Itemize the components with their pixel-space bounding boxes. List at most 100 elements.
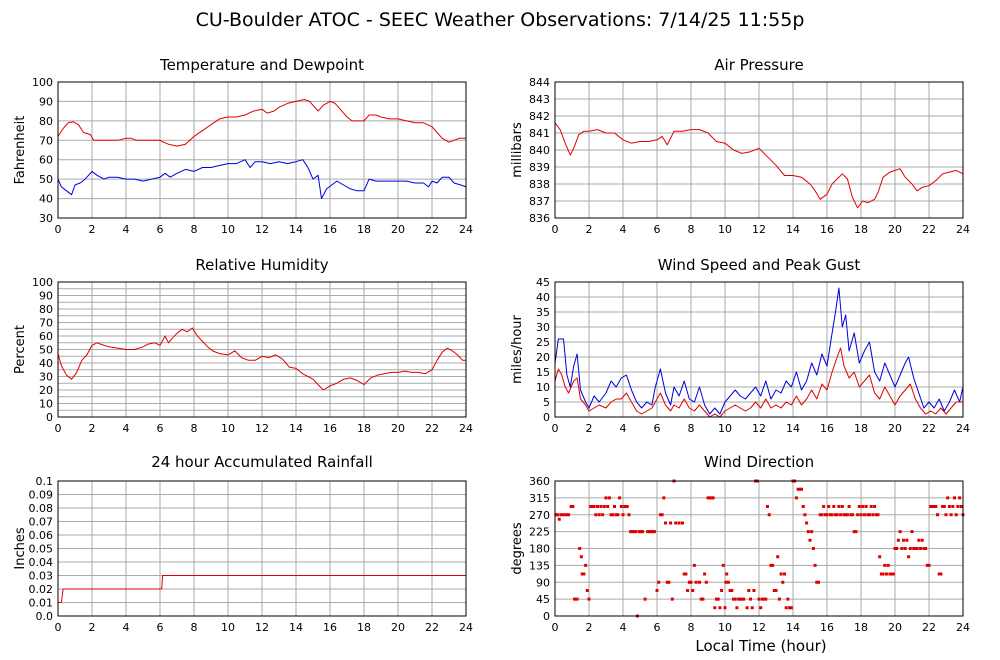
x-tick-label: 8: [688, 422, 695, 435]
direction-point: [723, 606, 727, 610]
y-tick-label: 70: [39, 134, 53, 147]
direction-point: [915, 547, 919, 550]
x-tick-label: 0: [55, 422, 62, 435]
y-tick-label: 80: [39, 115, 53, 128]
y-axis-label: Inches: [13, 527, 28, 569]
y-tick-label: 0: [46, 411, 53, 424]
x-tick-label: 10: [221, 223, 235, 236]
y-tick-label: 837: [529, 195, 550, 208]
y-tick-label: 30: [536, 321, 550, 334]
direction-point: [759, 606, 763, 610]
x-tick-label: 22: [922, 422, 936, 435]
direction-point: [885, 572, 888, 576]
direction-point: [554, 513, 558, 517]
direction-point: [883, 563, 887, 567]
direction-point: [922, 547, 926, 550]
x-tick-label: 0: [55, 223, 62, 236]
direction-point: [649, 530, 653, 534]
y-tick-label: 0.04: [29, 556, 54, 569]
direction-point: [720, 589, 724, 592]
direction-point: [942, 505, 946, 508]
x-tick-label: 4: [620, 621, 627, 634]
chart-title: Wind Speed and Peak Gust: [658, 256, 861, 274]
direction-point: [725, 572, 729, 576]
y-tick-label: 30: [39, 371, 53, 384]
x-tick-label: 12: [752, 621, 766, 634]
direction-point: [893, 547, 897, 550]
direction-point: [752, 589, 756, 592]
x-tick-label: 18: [854, 422, 868, 435]
direction-point: [941, 505, 945, 508]
blue-series-line: [554, 287, 964, 415]
direction-point: [815, 580, 819, 584]
direction-point: [632, 530, 636, 534]
y-tick-label: 0: [543, 610, 550, 623]
direction-point: [627, 513, 631, 517]
direction-point: [735, 606, 739, 610]
direction-point: [760, 597, 764, 601]
direction-point: [913, 547, 917, 550]
direction-point: [859, 513, 863, 517]
direction-point: [757, 597, 761, 601]
direction-point: [895, 547, 899, 550]
direction-point: [660, 513, 664, 517]
direction-point: [740, 597, 744, 601]
direction-point: [587, 597, 591, 601]
direction-point: [616, 513, 620, 517]
direction-point: [708, 496, 712, 500]
x-tick-label: 2: [89, 621, 96, 634]
direction-point: [789, 606, 793, 610]
x-tick-label: 12: [752, 223, 766, 236]
direction-point: [849, 513, 853, 517]
direction-point: [652, 530, 656, 534]
direction-point: [783, 572, 786, 576]
direction-point: [864, 505, 868, 508]
plot-frame: [554, 480, 964, 617]
direction-point: [924, 547, 928, 550]
x-tick-label: 10: [718, 223, 732, 236]
direction-point: [657, 580, 661, 584]
direction-point: [844, 513, 848, 517]
direction-point: [936, 513, 939, 517]
x-tick-label: 20: [391, 621, 405, 634]
direction-point: [929, 505, 933, 508]
direction-point: [634, 530, 638, 534]
direction-point: [643, 597, 647, 601]
x-tick-label: 24: [459, 422, 473, 435]
direction-point: [946, 496, 950, 500]
direction-point: [601, 513, 605, 517]
direction-point: [806, 530, 810, 534]
x-tick-label: 2: [586, 223, 593, 236]
x-tick-label: 6: [157, 422, 164, 435]
chart-title: Air Pressure: [714, 56, 803, 74]
y-tick-label: 0.06: [29, 529, 54, 542]
direction-point: [728, 589, 732, 592]
direction-point: [614, 513, 618, 517]
direction-point: [925, 563, 929, 567]
direction-point: [854, 530, 858, 534]
direction-point: [647, 530, 651, 534]
direction-point: [730, 589, 734, 592]
x-tick-label: 16: [820, 621, 834, 634]
chart-title: 24 hour Accumulated Rainfall: [151, 453, 373, 471]
x-tick-label: 2: [89, 223, 96, 236]
y-tick-label: 90: [39, 95, 53, 108]
direction-point: [742, 597, 746, 601]
direction-point: [953, 496, 956, 500]
x-tick-label: 4: [123, 621, 130, 634]
chart-title: Wind Direction: [704, 453, 814, 471]
direction-point: [699, 597, 703, 601]
direction-point: [779, 572, 783, 576]
y-tick-label: 0.01: [29, 597, 54, 610]
x-tick-label: 16: [323, 422, 337, 435]
direction-point: [625, 505, 629, 508]
direction-point: [902, 538, 905, 542]
direction-point: [658, 513, 662, 517]
direction-point: [888, 572, 892, 576]
direction-point: [594, 513, 598, 517]
direction-point: [808, 538, 812, 542]
direction-point: [919, 547, 922, 550]
direction-point: [771, 563, 775, 567]
